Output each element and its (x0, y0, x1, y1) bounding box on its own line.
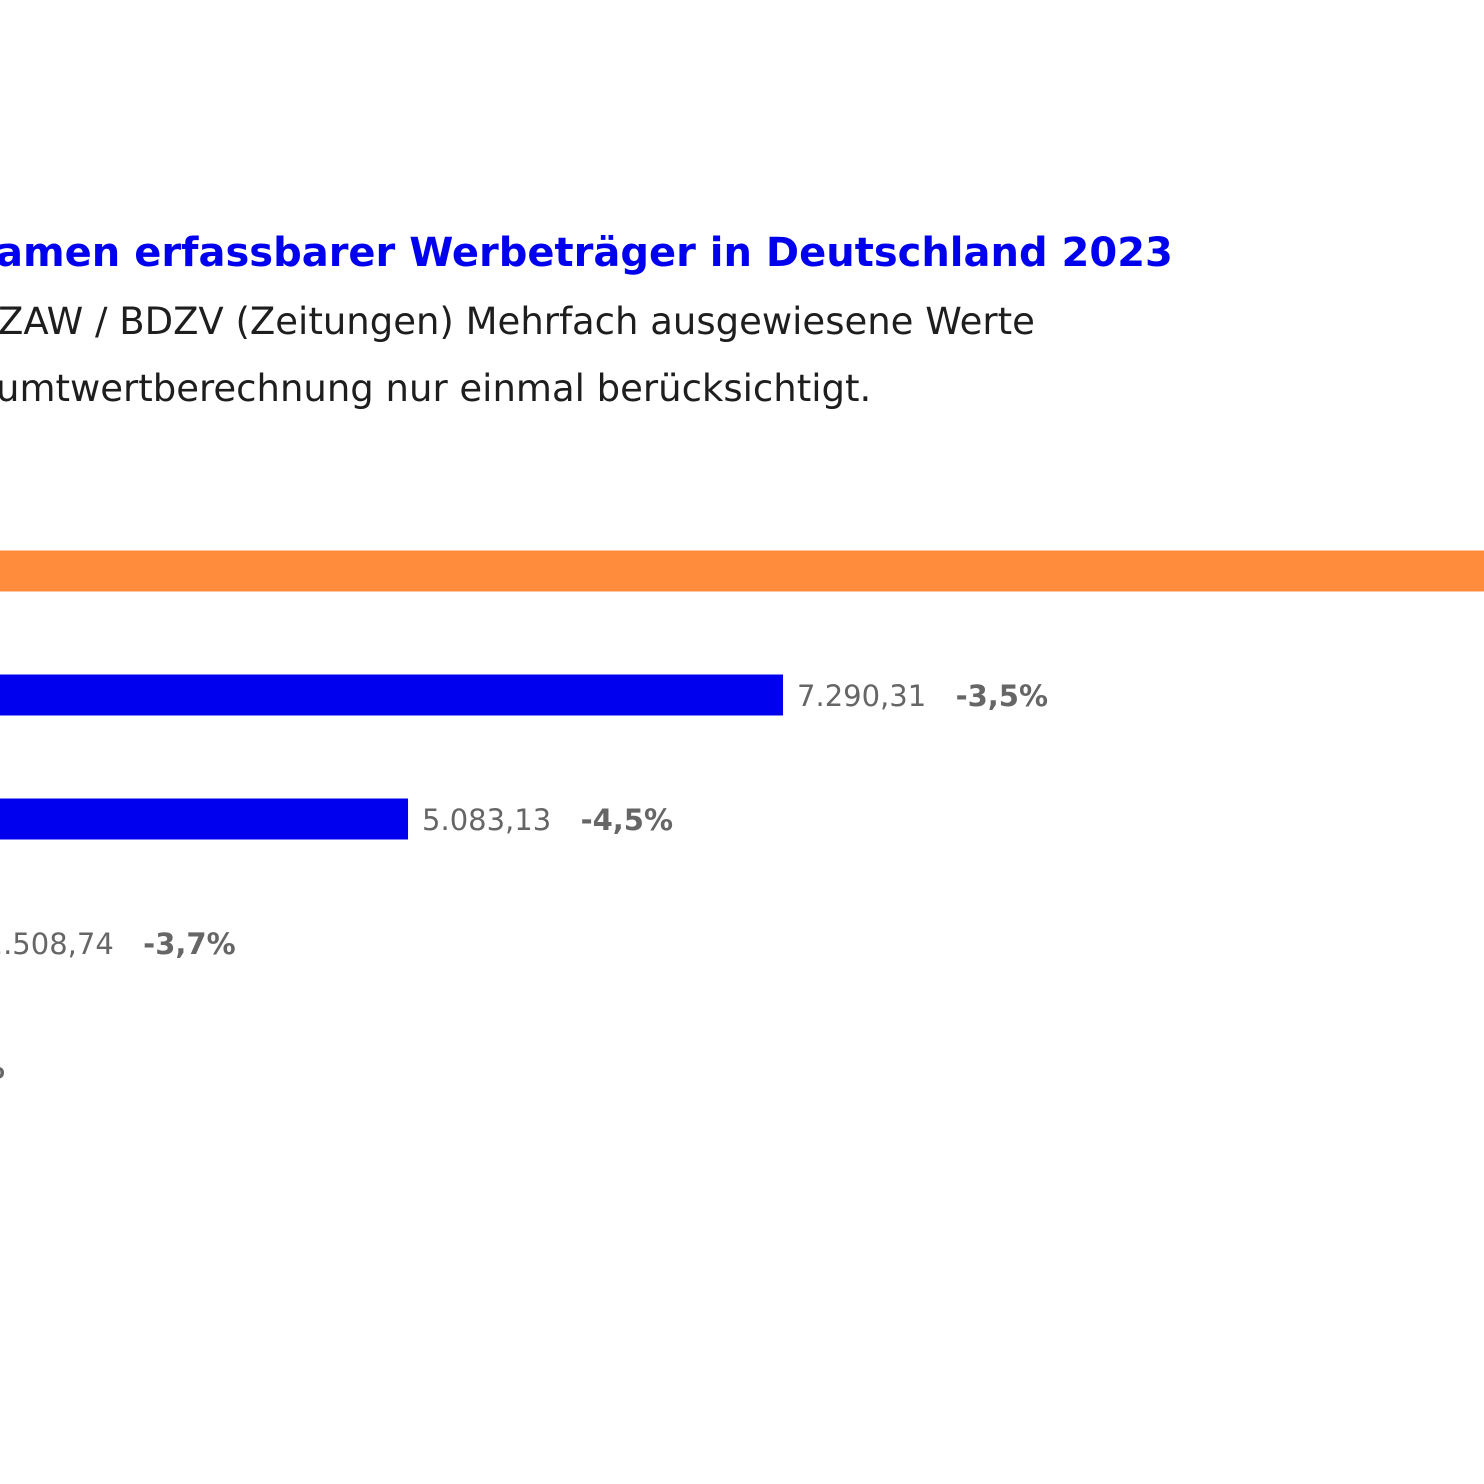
subtitle: ZAW / BDZV (Zeitungen) Mehrfach ausgewie… (0, 300, 1035, 343)
value-label: 5.083,13 (422, 803, 551, 837)
value-label: 2.508,74 (0, 927, 114, 961)
change-label: -4,5% (581, 803, 673, 837)
change-label: -3,5% (956, 679, 1048, 713)
subtitle: umtwertberechnung nur einmal berücksicht… (0, 367, 871, 410)
bar (0, 674, 784, 716)
change-label: -3,7% (143, 927, 235, 961)
chart-title: amen erfassbarer Werbeträger in Deutschl… (0, 230, 1173, 276)
change-label: % (0, 1051, 5, 1085)
value-label: 7.290,31 (797, 679, 926, 713)
bar (0, 798, 409, 840)
bar (0, 550, 1484, 592)
